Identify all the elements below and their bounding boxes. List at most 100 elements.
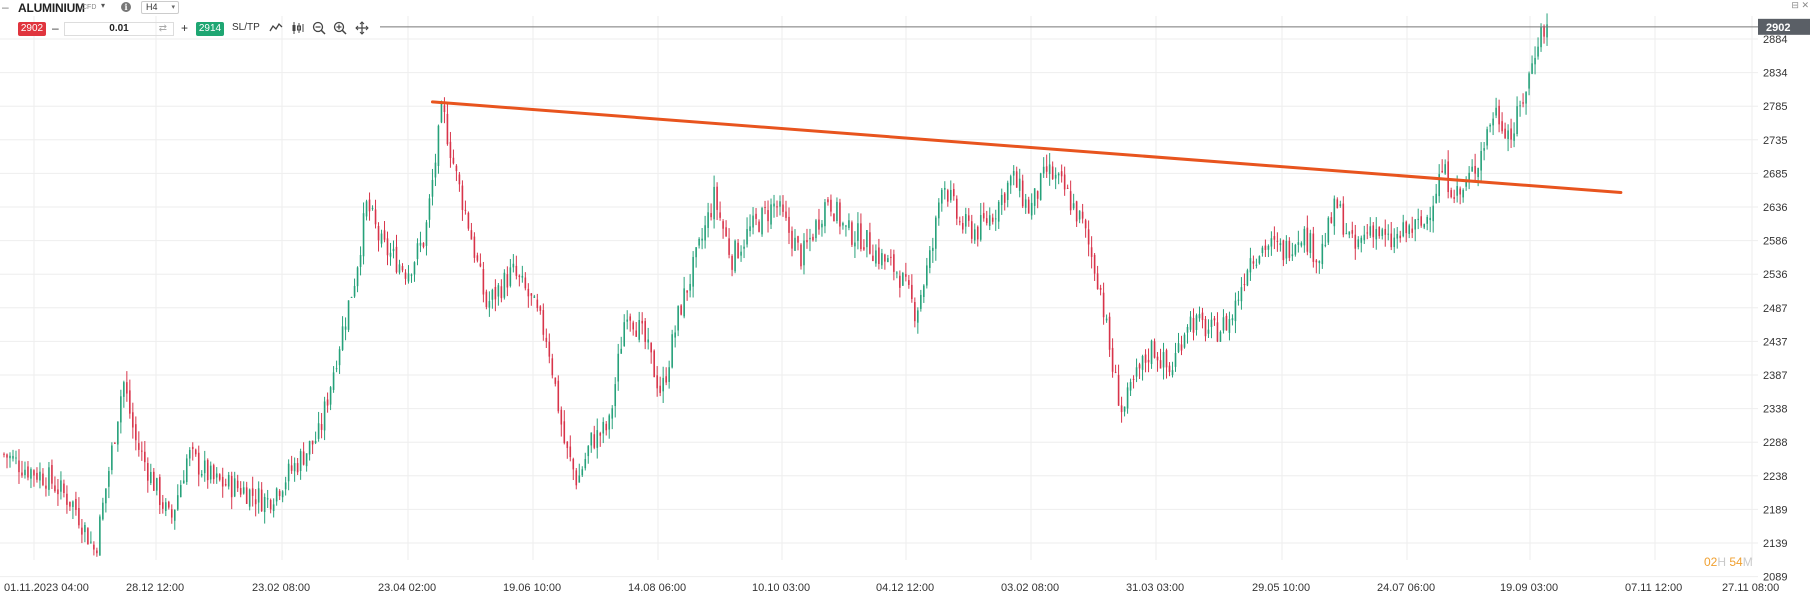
candle-body	[437, 125, 440, 166]
candle-body	[144, 451, 146, 463]
candle-body	[54, 485, 56, 492]
candle-body	[1486, 129, 1488, 146]
y-tick-label: 2834	[1763, 68, 1787, 80]
candle-body	[1222, 317, 1225, 331]
candle-body	[299, 451, 302, 471]
candle-body	[896, 272, 898, 274]
countdown-minutes: 54	[1729, 555, 1743, 569]
candle-body	[521, 275, 524, 278]
candle-body	[179, 484, 182, 498]
candle-body	[985, 218, 988, 224]
candle-body	[1327, 217, 1330, 243]
candle-body	[569, 446, 572, 458]
candle-body	[194, 449, 197, 455]
candle-body	[1018, 178, 1021, 191]
candle-body	[203, 460, 206, 474]
zoom-in-icon[interactable]	[332, 21, 348, 37]
candle-body	[755, 213, 757, 219]
candle-body	[69, 501, 71, 507]
candle-body	[416, 243, 419, 260]
candle-body	[1015, 171, 1018, 188]
candle-body	[377, 225, 380, 241]
current-price-tag: 2902	[1758, 18, 1810, 35]
candle-body	[947, 190, 949, 202]
candle-body	[30, 469, 32, 479]
candle-body	[1294, 244, 1297, 255]
candle-body	[815, 220, 817, 239]
candle-body	[1351, 230, 1354, 234]
candle-body	[1306, 227, 1309, 252]
timeframe-value: H4	[146, 2, 158, 12]
candle-body	[941, 189, 943, 204]
candle-body	[191, 446, 194, 450]
candle-body	[1039, 173, 1042, 200]
crosshair-icon[interactable]	[354, 21, 370, 37]
candle-body	[1177, 343, 1180, 353]
candle-body	[290, 465, 293, 471]
sltp-button[interactable]: SL/TP	[232, 22, 260, 33]
candle-body	[1123, 406, 1126, 412]
candle-body	[248, 489, 251, 507]
candle-body	[1504, 128, 1506, 139]
candle-body	[548, 341, 551, 357]
candle-body	[15, 457, 17, 459]
candle-body	[665, 376, 667, 383]
trendline[interactable]	[430, 100, 1623, 195]
quantity-input[interactable]: 0.01 ⇄	[64, 22, 174, 36]
x-tick-label: 04.12 12:00	[876, 582, 934, 594]
candle-body	[806, 240, 808, 243]
line-chart-icon[interactable]	[268, 21, 284, 37]
candle-body	[1204, 318, 1207, 337]
candle-body	[1348, 231, 1351, 235]
info-icon[interactable]: i	[121, 2, 131, 12]
collapse-icon[interactable]: –	[2, 0, 9, 14]
candle-body	[251, 488, 254, 496]
candle-body	[884, 254, 886, 262]
swap-icon[interactable]: ⇄	[158, 23, 167, 34]
candle-body	[997, 201, 1000, 222]
candle-body	[296, 463, 299, 473]
candle-body	[329, 387, 332, 405]
candle-body	[1006, 182, 1009, 200]
candle-body	[848, 220, 850, 228]
candle-body	[482, 269, 485, 295]
candle-body	[141, 450, 143, 452]
decrease-quantity-button[interactable]: –	[52, 21, 59, 35]
candle-body	[1189, 316, 1192, 330]
sell-button[interactable]: 2902	[18, 22, 46, 36]
symbol-dropdown-icon[interactable]: ▾	[101, 1, 106, 10]
candle-body	[78, 508, 80, 526]
candle-body	[1147, 359, 1150, 363]
x-tick-label: 10.10 03:00	[752, 582, 810, 594]
candle-body	[1228, 319, 1231, 333]
candle-body	[1453, 197, 1455, 199]
candle-body	[1390, 233, 1393, 248]
candle-body	[1171, 370, 1174, 376]
candle-body	[380, 233, 383, 244]
candle-body	[791, 230, 793, 249]
window-controls[interactable]: ⊟ ✕	[1791, 0, 1809, 10]
candle-body	[1513, 133, 1515, 141]
candle-body	[36, 472, 38, 480]
candle-body	[1381, 229, 1384, 236]
candles-icon[interactable]	[290, 21, 306, 37]
buy-button[interactable]: 2914	[196, 22, 224, 36]
candle-body	[821, 223, 823, 228]
timeframe-select[interactable]: H4 ▾	[141, 1, 179, 14]
x-tick-label: 19.06 10:00	[503, 582, 561, 594]
zoom-out-icon[interactable]	[311, 21, 327, 37]
symbol-name[interactable]: ALUMINIUM	[18, 1, 85, 15]
candle-body	[1357, 239, 1360, 248]
candle-body	[991, 217, 994, 222]
candle-body	[803, 240, 805, 266]
increase-quantity-button[interactable]: +	[181, 21, 189, 35]
candle-body	[1441, 170, 1443, 173]
y-tick-label: 2685	[1763, 168, 1787, 180]
candle-body	[1510, 128, 1512, 140]
candle-body	[923, 285, 925, 298]
candle-body	[1474, 165, 1476, 174]
candle-body	[87, 528, 89, 545]
candle-body	[578, 475, 581, 483]
candle-body	[914, 302, 916, 322]
